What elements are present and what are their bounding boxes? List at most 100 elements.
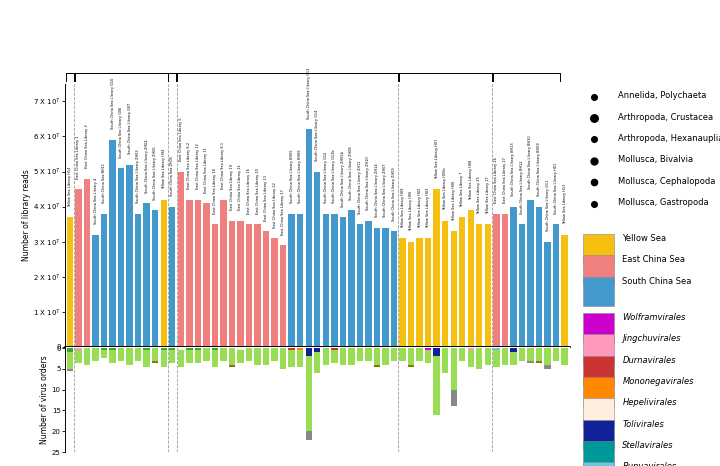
Text: East China Sea Library 3: East China Sea Library 3 xyxy=(85,124,89,168)
Text: South China Sea: South China Sea xyxy=(622,277,692,286)
Text: South China Sea Library H01: South China Sea Library H01 xyxy=(554,162,558,213)
Bar xyxy=(76,350,81,363)
Bar xyxy=(510,206,517,347)
Bar xyxy=(374,348,380,365)
Text: Hepelivirales: Hepelivirales xyxy=(622,398,677,407)
Text: Arthropoda, Hexanauplia: Arthropoda, Hexanauplia xyxy=(618,134,720,143)
Text: South China Sea Library ZH14: South China Sea Library ZH14 xyxy=(375,164,379,217)
Bar xyxy=(314,352,320,373)
Bar xyxy=(161,348,167,350)
Bar xyxy=(425,350,431,363)
FancyBboxPatch shape xyxy=(583,419,614,449)
Bar xyxy=(297,213,303,347)
Text: Yellow Sea Library H08: Yellow Sea Library H08 xyxy=(469,159,473,199)
Bar xyxy=(433,348,440,356)
Text: South China Sea Library BH09: South China Sea Library BH09 xyxy=(537,143,541,196)
Bar xyxy=(476,348,482,369)
Text: South China Sea Library BH06: South China Sea Library BH06 xyxy=(298,150,302,203)
Bar xyxy=(169,206,176,347)
Text: East China Sea Library 27: East China Sea Library 27 xyxy=(503,157,507,203)
FancyBboxPatch shape xyxy=(583,334,614,363)
Bar xyxy=(314,171,320,347)
Bar xyxy=(408,348,414,365)
Bar xyxy=(194,199,201,347)
Bar xyxy=(203,203,210,347)
Text: Yellow Sea Library H09: Yellow Sea Library H09 xyxy=(400,187,405,227)
Bar xyxy=(305,348,312,356)
Text: South China Sea Library ZH11: South China Sea Library ZH11 xyxy=(358,160,362,213)
Bar xyxy=(84,178,90,347)
Bar xyxy=(391,231,397,347)
Text: Yellow Sea Library H94: Yellow Sea Library H94 xyxy=(162,149,166,189)
Bar xyxy=(305,130,312,347)
Text: Mononegavirales: Mononegavirales xyxy=(622,377,694,386)
Bar xyxy=(246,224,252,347)
Text: South China Sea Library G12: South China Sea Library G12 xyxy=(324,152,328,203)
Text: Arthropoda, Crustacea: Arthropoda, Crustacea xyxy=(618,113,714,122)
Text: Yellow Sea Library 25: Yellow Sea Library 25 xyxy=(477,176,481,213)
Text: South China Sea Library G11: South China Sea Library G11 xyxy=(546,180,549,231)
Bar xyxy=(238,350,243,363)
Bar xyxy=(536,206,542,347)
Text: East China Sea Library 26: East China Sea Library 26 xyxy=(495,157,498,203)
Bar xyxy=(143,203,150,347)
FancyBboxPatch shape xyxy=(583,356,614,385)
Bar xyxy=(467,350,474,367)
Bar xyxy=(425,348,431,350)
Bar xyxy=(194,350,201,363)
Text: Wolframvirales: Wolframvirales xyxy=(622,313,686,322)
Bar xyxy=(109,140,116,347)
Bar xyxy=(152,361,158,363)
Bar xyxy=(169,350,176,363)
Text: South China Sea Library ZH03: South China Sea Library ZH03 xyxy=(136,150,140,203)
Text: East China Sea Library 8-1: East China Sea Library 8-1 xyxy=(222,142,225,189)
Bar xyxy=(348,348,354,365)
Bar xyxy=(289,350,295,367)
Bar xyxy=(109,348,116,350)
Bar xyxy=(416,348,423,361)
Bar xyxy=(527,348,534,361)
Bar xyxy=(212,348,218,350)
Bar xyxy=(323,348,329,365)
Bar xyxy=(271,348,278,361)
Bar xyxy=(203,348,210,361)
Text: Yellow Sea Library H14: Yellow Sea Library H14 xyxy=(68,166,72,206)
Text: East China Sea Library 16: East China Sea Library 16 xyxy=(247,168,251,213)
Bar xyxy=(331,213,338,347)
Text: Yellow Sea: Yellow Sea xyxy=(622,234,667,243)
Text: East China Sea Library 18: East China Sea Library 18 xyxy=(213,168,217,213)
Text: East China Sea Library 1: East China Sea Library 1 xyxy=(76,135,81,178)
Bar xyxy=(400,348,406,361)
Bar xyxy=(493,213,500,347)
Bar xyxy=(297,350,303,367)
Bar xyxy=(135,348,141,361)
Bar xyxy=(416,238,423,347)
Bar xyxy=(143,350,150,367)
Bar xyxy=(451,348,457,390)
Text: East China Sea Library 19: East China Sea Library 19 xyxy=(230,164,234,210)
Bar xyxy=(297,348,303,350)
Bar xyxy=(544,348,551,365)
Bar xyxy=(425,238,431,347)
Bar xyxy=(118,348,125,361)
Bar xyxy=(67,217,73,347)
Bar xyxy=(433,356,440,415)
Text: South China Sea Library BH13: South China Sea Library BH13 xyxy=(511,143,516,196)
Bar xyxy=(562,348,568,365)
Bar xyxy=(263,231,269,347)
Text: East China Sea Library 11: East China Sea Library 11 xyxy=(204,147,208,192)
Bar xyxy=(485,224,491,347)
Bar xyxy=(254,348,261,365)
Bar xyxy=(365,220,372,347)
Bar xyxy=(186,350,192,363)
Bar xyxy=(536,361,542,363)
Bar xyxy=(451,390,457,406)
Bar xyxy=(135,213,141,347)
Bar xyxy=(305,431,312,439)
Bar xyxy=(280,245,287,347)
FancyBboxPatch shape xyxy=(583,377,614,406)
Text: Annelida, Polychaeta: Annelida, Polychaeta xyxy=(618,91,706,100)
Text: South China Sea Library BH10: South China Sea Library BH10 xyxy=(528,136,533,189)
Bar xyxy=(502,348,508,365)
Bar xyxy=(67,352,73,369)
